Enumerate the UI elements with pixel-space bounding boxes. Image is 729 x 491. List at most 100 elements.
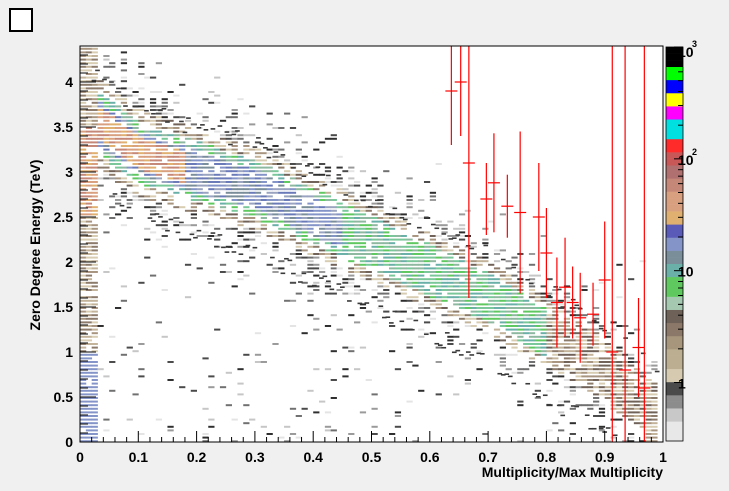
heatmap-cell bbox=[388, 433, 396, 435]
heatmap-cell bbox=[225, 404, 232, 407]
heatmap-cell bbox=[528, 274, 536, 277]
heatmap-cell bbox=[173, 184, 180, 187]
heatmap-cell bbox=[418, 307, 425, 309]
heatmap-cell bbox=[254, 166, 262, 169]
heatmap-cell bbox=[324, 235, 332, 237]
heatmap-cell bbox=[184, 152, 192, 155]
heatmap-cell bbox=[91, 281, 98, 284]
heatmap-cell bbox=[254, 188, 262, 191]
heatmap-cell bbox=[569, 350, 576, 353]
heatmap-cell bbox=[120, 155, 128, 158]
heatmap-cell bbox=[324, 206, 332, 209]
heatmap-cell bbox=[307, 220, 314, 223]
heatmap-cell bbox=[378, 305, 384, 308]
heatmap-cell bbox=[330, 134, 337, 137]
heatmap-cell bbox=[91, 343, 98, 345]
heatmap-cell bbox=[109, 83, 116, 86]
heatmap-cell bbox=[371, 177, 378, 180]
heatmap-cell bbox=[406, 299, 413, 302]
heatmap-cell bbox=[254, 191, 262, 194]
heatmap-cell bbox=[91, 314, 98, 317]
heatmap-cell bbox=[167, 188, 174, 191]
heatmap-cell bbox=[330, 256, 337, 259]
heatmap-cell bbox=[313, 285, 320, 288]
heatmap-cell bbox=[441, 242, 448, 245]
heatmap-cell bbox=[228, 143, 233, 146]
heatmap-cell bbox=[190, 181, 197, 183]
heatmap-cell bbox=[528, 361, 536, 363]
heatmap-cell bbox=[633, 361, 641, 363]
heatmap-cell bbox=[400, 220, 407, 223]
heatmap-cell bbox=[610, 418, 617, 421]
heatmap-cell bbox=[80, 343, 87, 345]
heatmap-cell bbox=[80, 51, 87, 54]
palette-swatch bbox=[666, 165, 683, 173]
heatmap-cell bbox=[254, 177, 262, 180]
heatmap-cell bbox=[202, 433, 209, 435]
heatmap-cell bbox=[348, 170, 355, 173]
heatmap-cell bbox=[85, 267, 93, 270]
heatmap-cell bbox=[610, 400, 617, 403]
heatmap-cell bbox=[295, 163, 302, 165]
heatmap-cell bbox=[546, 295, 552, 297]
heatmap-cell bbox=[91, 325, 98, 327]
heatmap-cell bbox=[272, 235, 279, 237]
heatmap-cell bbox=[231, 199, 238, 201]
heatmap-cell bbox=[237, 163, 244, 165]
heatmap-cell bbox=[511, 285, 518, 288]
heatmap-cell bbox=[348, 253, 355, 255]
heatmap-cell bbox=[210, 232, 216, 234]
heatmap-cell bbox=[214, 173, 221, 176]
heatmap-cell bbox=[126, 206, 132, 209]
heatmap-cell bbox=[80, 425, 87, 428]
heatmap-cell bbox=[324, 256, 332, 259]
heatmap-cell bbox=[249, 163, 256, 165]
canvas-corner-box[interactable] bbox=[9, 8, 33, 32]
heatmap-cell bbox=[289, 281, 297, 284]
heatmap-cell bbox=[175, 231, 181, 234]
heatmap-cell bbox=[371, 407, 378, 410]
heatmap-cell bbox=[416, 226, 422, 229]
heatmap-cell bbox=[610, 375, 617, 378]
heatmap-cell bbox=[342, 206, 349, 209]
heatmap-cell bbox=[581, 357, 588, 360]
heatmap-cell bbox=[546, 292, 553, 295]
heatmap-cell bbox=[330, 235, 337, 237]
heatmap-cell bbox=[91, 382, 98, 385]
heatmap-cell bbox=[330, 206, 337, 209]
heatmap-cell bbox=[400, 213, 407, 216]
heatmap-cell bbox=[406, 361, 413, 363]
heatmap-cell bbox=[249, 213, 256, 216]
heatmap-cell bbox=[138, 148, 145, 151]
heatmap-cell bbox=[651, 429, 658, 432]
heatmap-cell bbox=[91, 256, 98, 259]
heatmap-cell bbox=[190, 177, 197, 180]
heatmap-cell bbox=[616, 418, 623, 421]
heatmap-cell bbox=[365, 278, 372, 281]
heatmap-cell bbox=[190, 123, 197, 126]
heatmap-cell bbox=[249, 199, 256, 201]
heatmap-cell bbox=[441, 249, 448, 252]
heatmap-cell bbox=[435, 361, 442, 363]
heatmap-cell bbox=[155, 321, 163, 324]
heatmap-cell bbox=[429, 281, 437, 284]
heatmap-cell bbox=[458, 299, 466, 302]
heatmap-cell bbox=[103, 271, 110, 273]
heatmap-cell bbox=[488, 317, 495, 320]
heatmap-cell bbox=[464, 289, 472, 291]
heatmap-cell bbox=[245, 244, 251, 247]
heatmap-cell bbox=[126, 155, 133, 158]
heatmap-cell bbox=[458, 354, 464, 356]
heatmap-cell bbox=[289, 263, 297, 266]
heatmap-cell bbox=[604, 393, 611, 396]
heatmap-cell bbox=[593, 379, 600, 381]
heatmap-cell bbox=[319, 267, 326, 270]
heatmap-cell bbox=[616, 368, 623, 371]
heatmap-cell bbox=[604, 368, 611, 371]
heatmap-cell bbox=[149, 199, 157, 201]
heatmap-cell bbox=[365, 191, 372, 194]
heatmap-cell bbox=[80, 235, 87, 237]
heatmap-cell bbox=[470, 289, 477, 291]
heatmap-cell bbox=[604, 364, 611, 367]
heatmap-cell bbox=[91, 105, 98, 108]
